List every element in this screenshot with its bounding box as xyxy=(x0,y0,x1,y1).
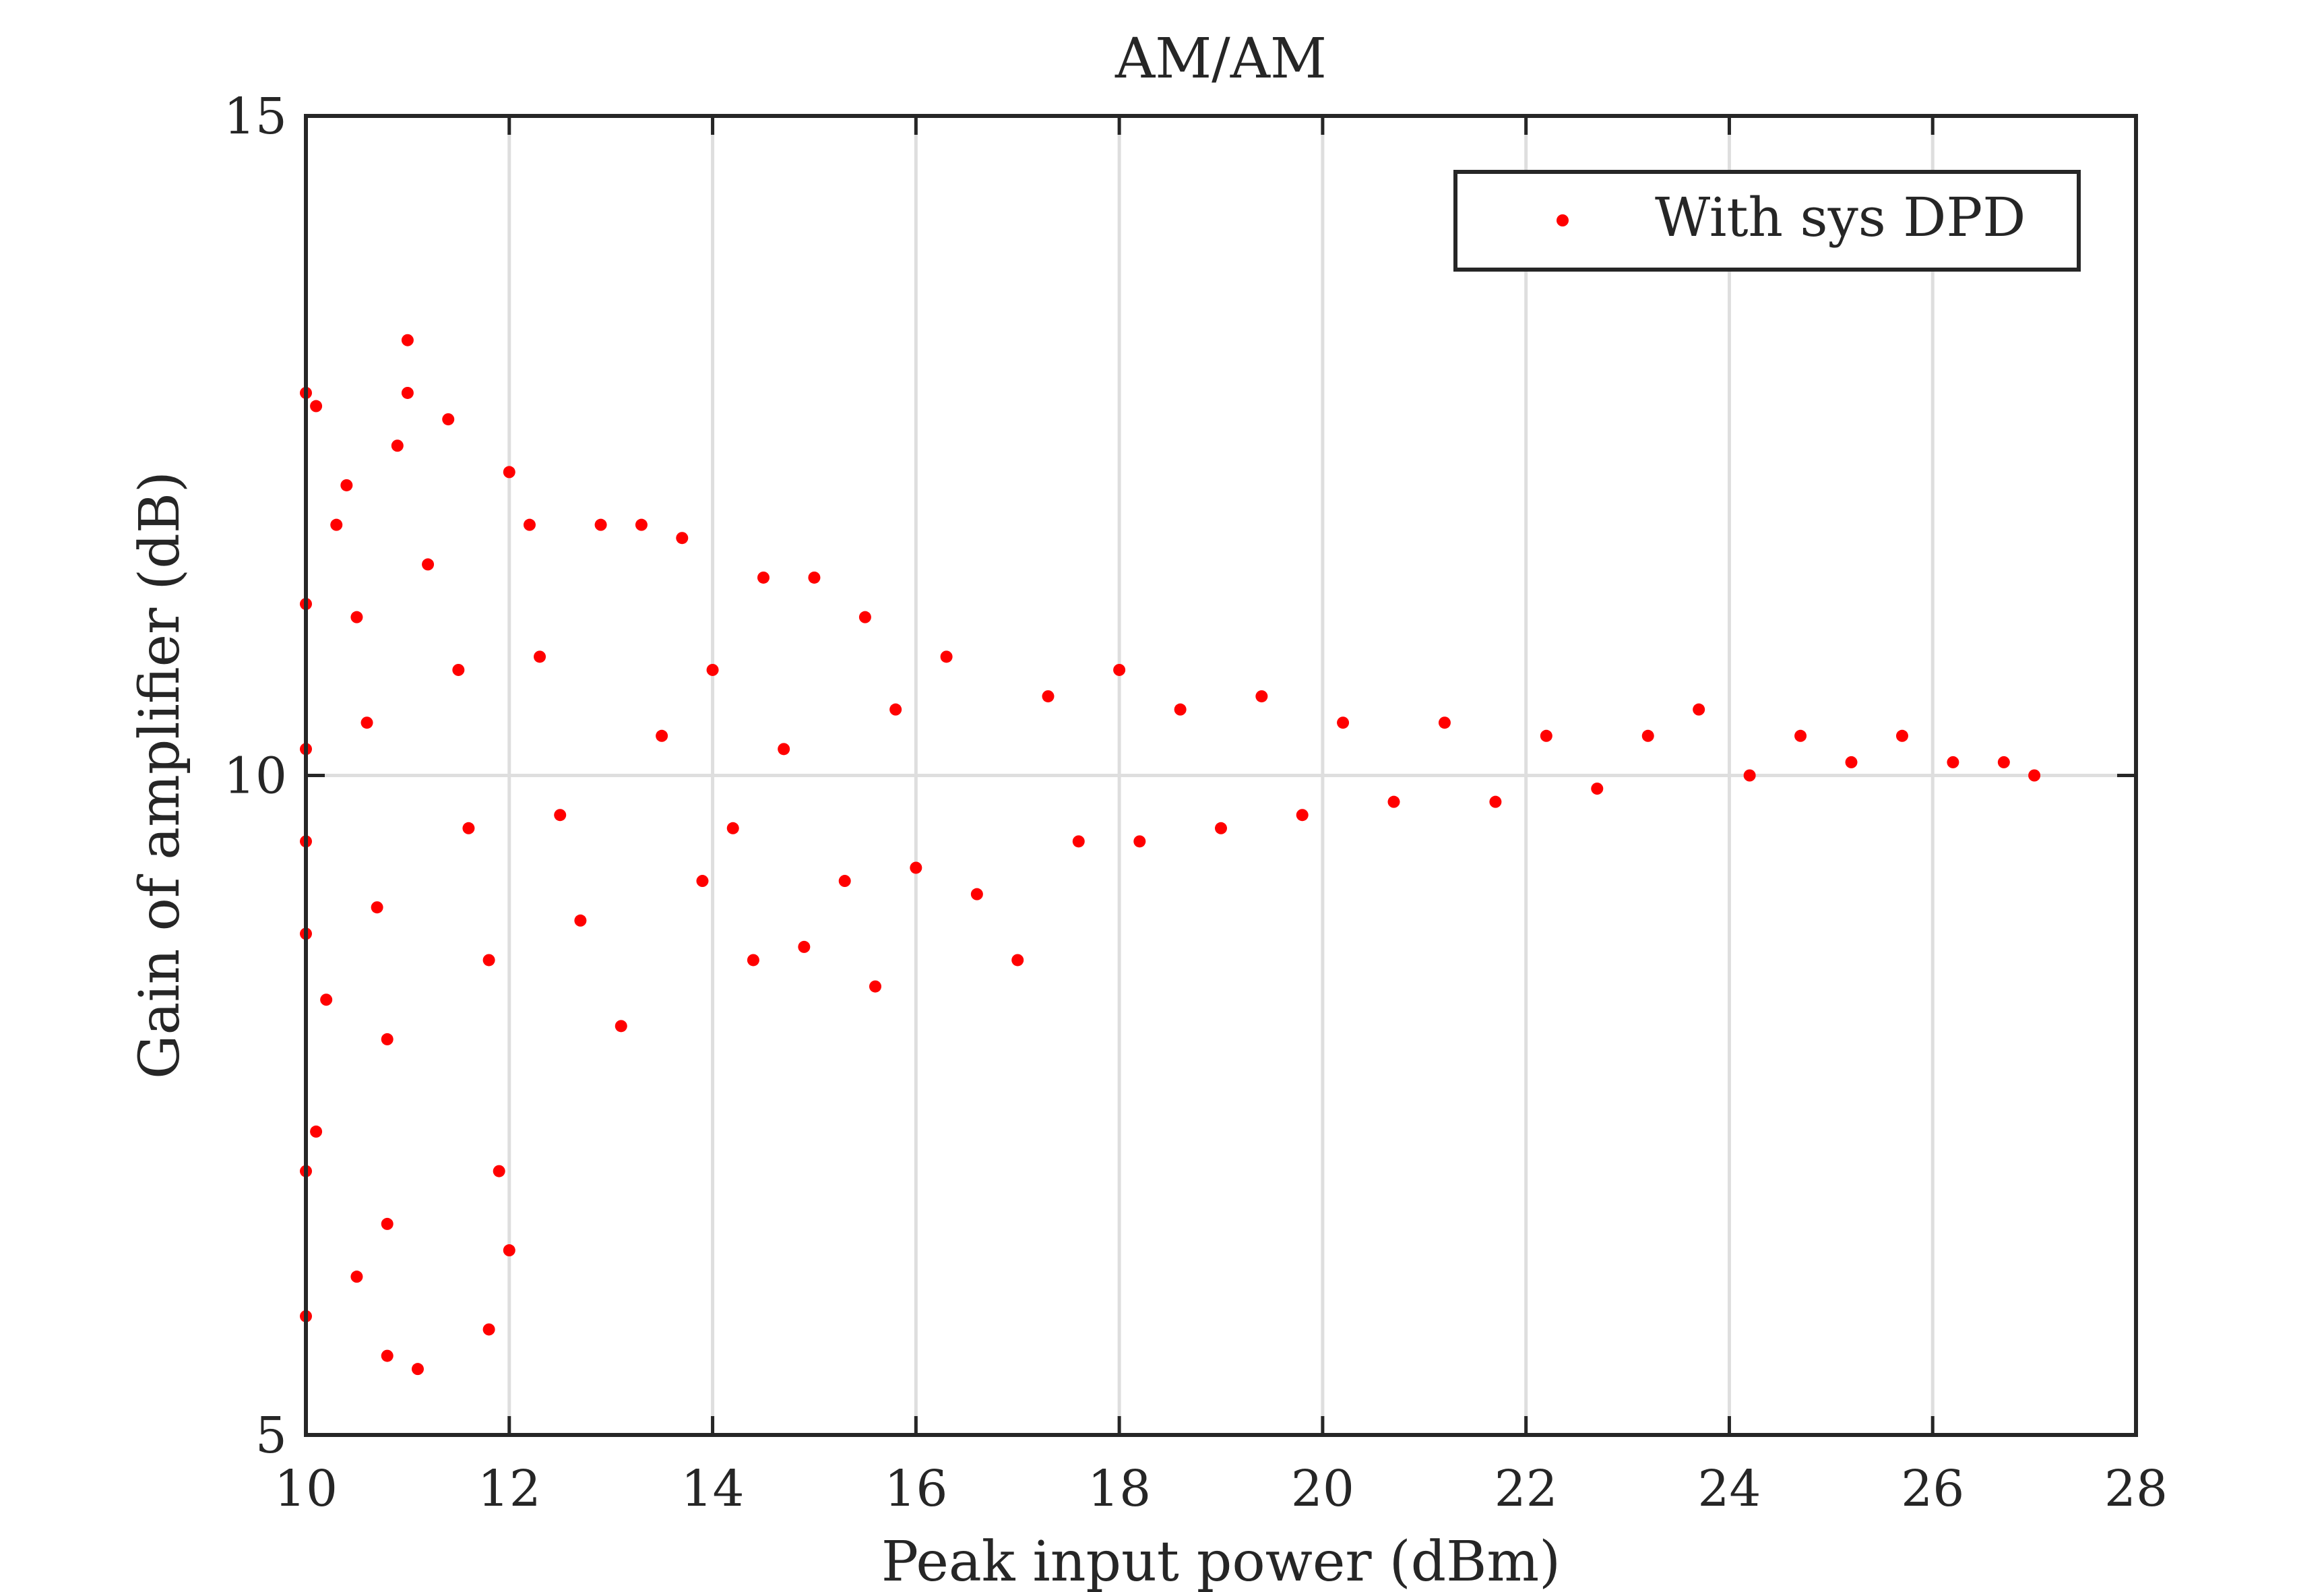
series-0-point-19 xyxy=(411,1363,424,1376)
series-0-point-48 xyxy=(808,571,821,584)
y-tick-label-0: 5 xyxy=(255,1407,287,1465)
data-points xyxy=(300,334,2041,1376)
series-0-point-36 xyxy=(594,518,607,531)
series-0-point-79 xyxy=(2028,769,2041,782)
x-tick-label-0: 10 xyxy=(274,1460,338,1518)
series-0-point-12 xyxy=(350,611,363,623)
series-0-point-13 xyxy=(360,716,373,729)
series-0-point-76 xyxy=(1895,729,1908,742)
series-0-point-47 xyxy=(798,940,811,953)
series-0-point-41 xyxy=(696,875,709,888)
series-0-point-32 xyxy=(523,518,536,531)
x-axis-label: Peak input power (dBm) xyxy=(881,1530,1561,1592)
series-0-point-44 xyxy=(747,954,759,967)
series-0-point-37 xyxy=(615,1020,627,1033)
series-0-point-66 xyxy=(1387,795,1400,808)
series-0-point-33 xyxy=(534,650,546,663)
series-0-point-57 xyxy=(1042,690,1055,703)
series-0-point-38 xyxy=(635,518,648,531)
series-0-point-74 xyxy=(1794,729,1807,742)
series-0-point-40 xyxy=(676,532,689,545)
series-0-point-14 xyxy=(371,901,383,914)
series-0-point-75 xyxy=(1845,756,1858,768)
series-0-point-27 xyxy=(482,954,495,967)
series-0-point-78 xyxy=(1997,756,2010,768)
series-0-point-11 xyxy=(340,479,353,491)
series-0-point-28 xyxy=(482,1323,495,1336)
series-0-point-52 xyxy=(889,703,902,716)
series-0-point-72 xyxy=(1693,703,1705,716)
series-0-point-50 xyxy=(858,611,871,623)
series-0-point-8 xyxy=(310,1125,323,1138)
series-0-point-23 xyxy=(422,558,435,571)
series-0-point-58 xyxy=(1072,835,1085,848)
series-0-point-29 xyxy=(493,1165,505,1177)
series-0-point-18 xyxy=(381,1349,394,1362)
series-0-point-73 xyxy=(1743,769,1756,782)
series-0-point-43 xyxy=(726,822,739,834)
legend-marker xyxy=(1557,214,1569,226)
series-0-point-55 xyxy=(970,888,983,900)
series-0-point-30 xyxy=(503,1244,515,1257)
series-0-point-10 xyxy=(330,518,343,531)
y-tick-label-1: 10 xyxy=(224,747,287,805)
series-0-point-62 xyxy=(1215,822,1227,834)
x-tick-label-2: 14 xyxy=(681,1460,744,1518)
series-0-point-54 xyxy=(940,650,953,663)
series-0-point-22 xyxy=(391,439,404,452)
series-0-point-39 xyxy=(656,729,668,742)
series-0-point-1 xyxy=(310,400,323,412)
series-0-point-26 xyxy=(462,822,475,834)
series-0-point-34 xyxy=(554,809,567,822)
series-0-point-59 xyxy=(1113,663,1126,676)
series-0-point-56 xyxy=(1011,954,1024,967)
series-0-point-51 xyxy=(869,980,881,993)
series-0-point-17 xyxy=(350,1270,363,1283)
x-tick-label-3: 16 xyxy=(884,1460,947,1518)
series-0-point-24 xyxy=(442,413,455,426)
x-tick-label-1: 12 xyxy=(478,1460,541,1518)
series-0-point-21 xyxy=(401,386,414,399)
series-0-point-77 xyxy=(1947,756,1959,768)
series-0-point-53 xyxy=(910,861,922,874)
series-0-point-25 xyxy=(452,663,465,676)
grid-lines xyxy=(304,114,2138,1437)
series-0-point-71 xyxy=(1641,729,1654,742)
series-0-point-16 xyxy=(381,1217,394,1230)
series-0-point-9 xyxy=(320,993,333,1006)
x-tick-label-5: 20 xyxy=(1291,1460,1354,1518)
series-0-point-70 xyxy=(1591,783,1604,795)
series-0-point-20 xyxy=(401,334,414,346)
series-0-point-46 xyxy=(778,743,790,756)
series-0-point-42 xyxy=(706,663,719,676)
y-axis-label: Gain of amplifier (dB) xyxy=(128,471,192,1079)
series-0-point-60 xyxy=(1133,835,1146,848)
y-tick-label-2: 15 xyxy=(224,88,287,146)
series-0-point-49 xyxy=(838,875,851,888)
series-0-point-15 xyxy=(381,1033,394,1045)
series-0-point-45 xyxy=(757,571,770,584)
x-tick-label-4: 18 xyxy=(1088,1460,1151,1518)
chart-title: AM/AM xyxy=(1114,27,1327,91)
series-0-point-63 xyxy=(1255,690,1268,703)
x-tick-label-7: 24 xyxy=(1697,1460,1761,1518)
legend-label: With sys DPD xyxy=(1655,186,2025,249)
series-0-point-65 xyxy=(1337,716,1350,729)
series-0-point-68 xyxy=(1489,795,1502,808)
x-tick-label-8: 26 xyxy=(1901,1460,1964,1518)
x-tick-label-6: 22 xyxy=(1495,1460,1558,1518)
series-0-point-64 xyxy=(1296,809,1309,822)
legend: With sys DPD xyxy=(1453,170,2081,272)
series-0-point-67 xyxy=(1438,716,1451,729)
series-0-point-61 xyxy=(1174,703,1187,716)
series-0-point-35 xyxy=(574,914,587,927)
series-0-point-31 xyxy=(503,466,515,479)
series-0-point-69 xyxy=(1540,729,1552,742)
x-tick-label-9: 28 xyxy=(2104,1460,2168,1518)
